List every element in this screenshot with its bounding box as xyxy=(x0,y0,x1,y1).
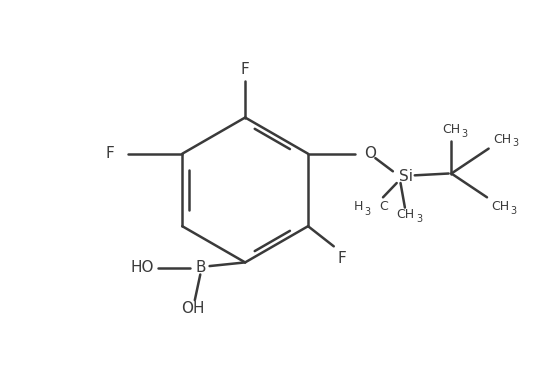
Text: OH: OH xyxy=(182,301,205,317)
Text: F: F xyxy=(337,251,346,266)
Text: 3: 3 xyxy=(364,207,370,217)
Text: F: F xyxy=(241,62,250,77)
Text: C: C xyxy=(379,200,388,213)
Text: B: B xyxy=(195,261,206,275)
Text: 3: 3 xyxy=(513,138,519,148)
Text: Si: Si xyxy=(399,169,413,184)
Text: 3: 3 xyxy=(416,214,422,224)
Text: 3: 3 xyxy=(511,206,517,216)
Text: CH: CH xyxy=(442,123,460,136)
Text: CH: CH xyxy=(396,208,414,221)
Text: F: F xyxy=(106,146,114,161)
Text: CH: CH xyxy=(493,132,512,146)
Text: HO: HO xyxy=(130,261,154,275)
Text: O: O xyxy=(364,146,376,161)
Text: 3: 3 xyxy=(461,129,468,139)
Text: CH: CH xyxy=(492,200,510,213)
Text: H: H xyxy=(354,200,363,213)
